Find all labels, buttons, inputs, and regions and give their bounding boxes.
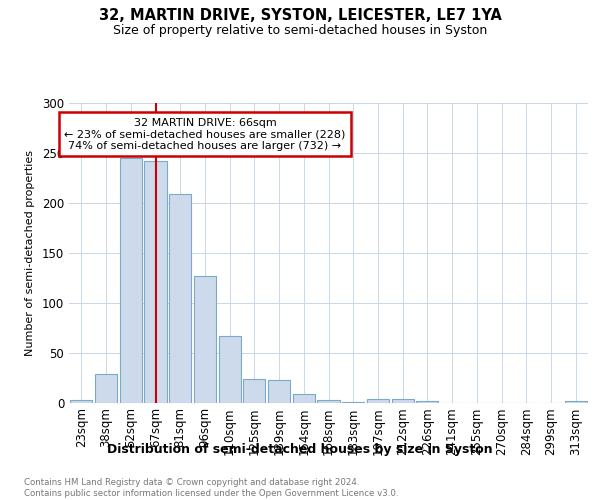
Bar bbox=[145, 160, 167, 402]
Bar bbox=[218, 336, 241, 402]
Bar bbox=[119, 158, 142, 402]
Bar bbox=[293, 394, 315, 402]
Bar bbox=[70, 400, 92, 402]
Bar bbox=[392, 398, 414, 402]
Text: 32, MARTIN DRIVE, SYSTON, LEICESTER, LE7 1YA: 32, MARTIN DRIVE, SYSTON, LEICESTER, LE7… bbox=[98, 8, 502, 22]
Y-axis label: Number of semi-detached properties: Number of semi-detached properties bbox=[25, 150, 35, 356]
Bar bbox=[367, 398, 389, 402]
Bar bbox=[416, 400, 439, 402]
Text: Size of property relative to semi-detached houses in Syston: Size of property relative to semi-detach… bbox=[113, 24, 487, 37]
Bar bbox=[268, 380, 290, 402]
Text: Contains HM Land Registry data © Crown copyright and database right 2024.
Contai: Contains HM Land Registry data © Crown c… bbox=[24, 478, 398, 498]
Bar bbox=[317, 400, 340, 402]
Text: 32 MARTIN DRIVE: 66sqm
← 23% of semi-detached houses are smaller (228)
74% of se: 32 MARTIN DRIVE: 66sqm ← 23% of semi-det… bbox=[64, 118, 346, 150]
Bar bbox=[194, 276, 216, 402]
Text: Distribution of semi-detached houses by size in Syston: Distribution of semi-detached houses by … bbox=[107, 442, 493, 456]
Bar bbox=[95, 374, 117, 402]
Bar bbox=[169, 194, 191, 402]
Bar bbox=[565, 400, 587, 402]
Bar bbox=[243, 378, 265, 402]
